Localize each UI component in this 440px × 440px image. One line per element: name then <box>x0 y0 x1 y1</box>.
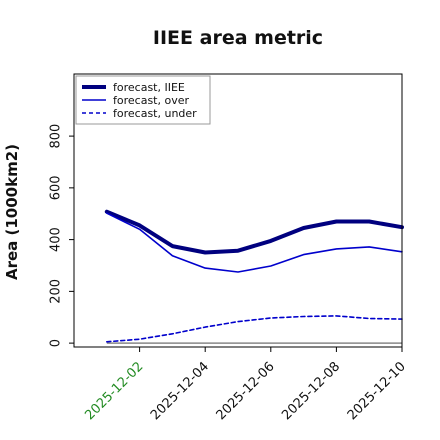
chart-title: IIEE area metric <box>153 27 323 49</box>
y-tick-label: 200 <box>49 279 64 304</box>
y-tick-label: 0 <box>49 339 64 347</box>
legend-entry: forecast, IIEE <box>113 81 185 94</box>
series-line-1 <box>104 209 404 255</box>
legend-entry: forecast, over <box>113 94 189 107</box>
y-tick-label: 600 <box>49 175 64 200</box>
y-axis-label: Area (1000km2) <box>3 144 21 280</box>
x-tick-label: 2025-12-04 <box>148 359 212 423</box>
x-tick-label: 2025-12-10 <box>345 359 409 423</box>
plot-frame <box>73 73 403 348</box>
y-tick-label: 400 <box>49 227 64 252</box>
series-line-3 <box>106 315 403 343</box>
x-tick-label: 2025-12-08 <box>279 359 343 423</box>
x-tick-label: 2025-12-02 <box>82 359 146 423</box>
legend-entry: forecast, under <box>113 107 197 120</box>
series-line-2 <box>106 212 403 273</box>
x-tick-label: 2025-12-06 <box>214 359 278 423</box>
y-tick-label: 800 <box>49 124 64 149</box>
